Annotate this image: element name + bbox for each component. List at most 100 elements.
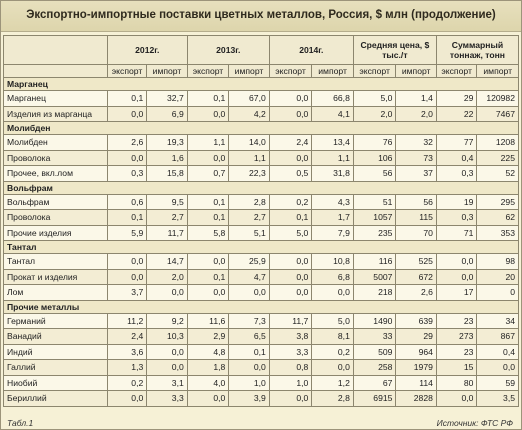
table-cell: 1,0 xyxy=(228,374,270,391)
subheader-export: экспорт xyxy=(435,64,478,78)
subheader-export: экспорт xyxy=(186,64,230,78)
table-cell: 71 xyxy=(435,224,478,241)
table-cell: 62 xyxy=(476,209,519,226)
subheader-import: импорт xyxy=(476,64,519,78)
table-cell: 2828 xyxy=(395,390,437,407)
section-row: Молибден xyxy=(3,121,519,135)
table-cell: 235 xyxy=(352,224,397,241)
table-cell: 11,6 xyxy=(186,312,230,329)
table-cell: 70 xyxy=(395,224,437,241)
table-cell: 5,1 xyxy=(228,224,270,241)
table-cell: 7,9 xyxy=(311,224,354,241)
table-cell: 1,6 xyxy=(146,149,188,166)
table-cell: 56 xyxy=(395,193,437,210)
table-cell: 6,9 xyxy=(146,105,188,122)
table-cell: 4,2 xyxy=(228,105,270,122)
table-cell: 1057 xyxy=(352,209,397,226)
table-cell: 59 xyxy=(476,374,519,391)
table-cell: 0,0 xyxy=(268,390,313,407)
table-cell: 509 xyxy=(352,343,397,360)
table-cell: 0,0 xyxy=(435,253,478,270)
row-label: Лом xyxy=(3,284,108,301)
table-cell: 0,0 xyxy=(268,268,313,285)
table-cell: 31,8 xyxy=(311,165,354,182)
table-cell: 14,7 xyxy=(146,253,188,270)
table-row: Галлий 1,3 0,0 1,8 0,0 0,8 0,0 258 1979 15 0,0 xyxy=(3,359,519,376)
table-cell: 3,6 xyxy=(106,343,148,360)
table-cell: 0,0 xyxy=(311,359,354,376)
subheader-import: импорт xyxy=(146,64,188,78)
table-row: Изделия из марганца 0,0 6,9 0,0 4,2 0,0 4,1 2,0… xyxy=(3,105,519,122)
table-cell: 0,0 xyxy=(146,343,188,360)
table-cell: 1,1 xyxy=(186,134,230,151)
table-cell: 9,2 xyxy=(146,312,188,329)
table-row: Прочие изделия 5,9 11,7 5,8 5,1 5,0 7,9 235 70 71… xyxy=(3,224,519,241)
section-title: Марганец xyxy=(3,77,519,91)
table-cell: 1208 xyxy=(476,134,519,151)
source-note: Источник: ФТС РФ xyxy=(436,418,513,428)
table-cell: 2,0 xyxy=(395,105,437,122)
table-cell: 1979 xyxy=(395,359,437,376)
section-title: Прочие металлы xyxy=(3,299,519,314)
table-cell: 0,0 xyxy=(146,359,188,376)
table-cell: 120982 xyxy=(476,90,519,107)
table-cell: 4,7 xyxy=(228,268,270,285)
table-cell: 0,0 xyxy=(268,284,313,301)
table-cell: 5,0 xyxy=(268,224,313,241)
table-cell: 0 xyxy=(476,284,519,301)
row-label: Проволока xyxy=(3,209,108,226)
table-cell: 0,0 xyxy=(186,105,230,122)
table-cell: 11,7 xyxy=(268,312,313,329)
table-cell: 19,3 xyxy=(146,134,188,151)
table-cell: 0,0 xyxy=(311,284,354,301)
table-cell: 1,7 xyxy=(311,209,354,226)
table-cell: 0,1 xyxy=(106,90,148,107)
table-cell: 225 xyxy=(476,149,519,166)
header-row: 2012г. 2013г. 2014г. Средняя цена, $ тыс… xyxy=(3,35,520,65)
table-cell: 0,0 xyxy=(268,253,313,270)
table-cell: 77 xyxy=(435,134,478,151)
table-cell: 37 xyxy=(395,165,437,182)
table-cell: 1,1 xyxy=(228,149,270,166)
row-label: Прочее, вкл.лом xyxy=(3,165,108,182)
row-label: Бериллий xyxy=(3,390,108,407)
table-row: Проволока 0,1 2,7 0,1 2,7 0,1 1,7 1057 115 0,3 62 xyxy=(3,209,519,226)
table-cell: 867 xyxy=(476,328,519,345)
table-cell: 0,0 xyxy=(106,149,148,166)
table-cell: 5,8 xyxy=(186,224,230,241)
table-cell: 67,0 xyxy=(228,90,270,107)
table-cell: 5,0 xyxy=(311,312,354,329)
table-cell: 525 xyxy=(395,253,437,270)
section-title: Молибден xyxy=(3,121,519,135)
table-cell: 295 xyxy=(476,193,519,210)
row-label: Ниобий xyxy=(3,374,108,391)
table-cell: 0,1 xyxy=(186,193,230,210)
table-cell: 964 xyxy=(395,343,437,360)
row-label: Ванадий xyxy=(3,328,108,345)
table-cell: 25,9 xyxy=(228,253,270,270)
table-cell: 98 xyxy=(476,253,519,270)
table-cell: 0,4 xyxy=(435,149,478,166)
table-cell: 106 xyxy=(352,149,397,166)
table-cell: 0,0 xyxy=(228,284,270,301)
table-cell: 0,0 xyxy=(435,390,478,407)
table-cell: 0,1 xyxy=(186,90,230,107)
table-row: Марганец 0,1 32,7 0,1 67,0 0,0 66,8 5,0 1,4 29 120… xyxy=(3,90,519,107)
table-cell: 4,8 xyxy=(186,343,230,360)
table-cell: 1490 xyxy=(352,312,397,329)
table-cell: 33 xyxy=(352,328,397,345)
table-cell: 0,0 xyxy=(106,253,148,270)
section-row: Прочие металлы xyxy=(3,299,519,314)
table-cell: 0,0 xyxy=(106,105,148,122)
table-cell: 273 xyxy=(435,328,478,345)
table-row: Тантал 0,0 14,7 0,0 25,9 0,0 10,8 116 525 0,0 98 xyxy=(3,253,519,270)
table-number: Табл.1 xyxy=(7,418,34,428)
table-cell: 2,0 xyxy=(146,268,188,285)
table-cell: 3,3 xyxy=(146,390,188,407)
table-cell: 0,3 xyxy=(106,165,148,182)
row-label: Изделия из марганца xyxy=(3,105,108,122)
table-cell: 14,0 xyxy=(228,134,270,151)
table-cell: 4,0 xyxy=(186,374,230,391)
table-cell: 1,1 xyxy=(311,149,354,166)
table-cell: 67 xyxy=(352,374,397,391)
